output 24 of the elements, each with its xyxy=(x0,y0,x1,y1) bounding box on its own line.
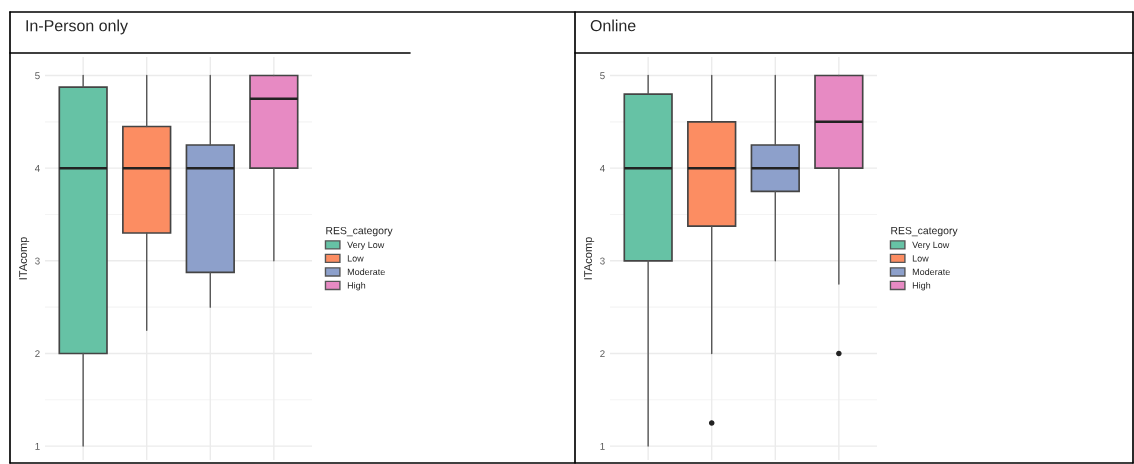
y-tick-label: 4 xyxy=(34,165,40,172)
y-axis-title: ITAcomp xyxy=(19,237,30,280)
y-tick-label: 5 xyxy=(600,72,605,80)
legend-label: Low xyxy=(912,255,929,262)
legend-label: High xyxy=(912,281,931,291)
y-tick-label: 1 xyxy=(600,442,605,450)
legend-label: Very Low xyxy=(912,241,950,250)
y-tick-label: 1 xyxy=(35,442,40,450)
legend-title: RES_category xyxy=(891,226,958,237)
y-axis-title: ITAcomp xyxy=(584,237,595,280)
legend-label: Low xyxy=(347,255,364,262)
y-tick-label: 3 xyxy=(600,257,605,265)
y-tick-label: 3 xyxy=(35,257,40,265)
legend-title: RES_category xyxy=(326,226,393,237)
y-tick-label: 5 xyxy=(35,72,40,80)
legend-label: Moderate xyxy=(912,268,950,276)
chart-title: Online xyxy=(590,19,636,32)
y-tick-label: 4 xyxy=(599,165,605,172)
legend-label: Very Low xyxy=(347,241,385,250)
legend-label: Moderate xyxy=(347,268,385,276)
chart-title: In-Person only xyxy=(26,19,128,35)
y-tick-label: 2 xyxy=(35,350,40,357)
legend-label: High xyxy=(347,281,366,291)
y-tick-label: 2 xyxy=(600,350,605,357)
